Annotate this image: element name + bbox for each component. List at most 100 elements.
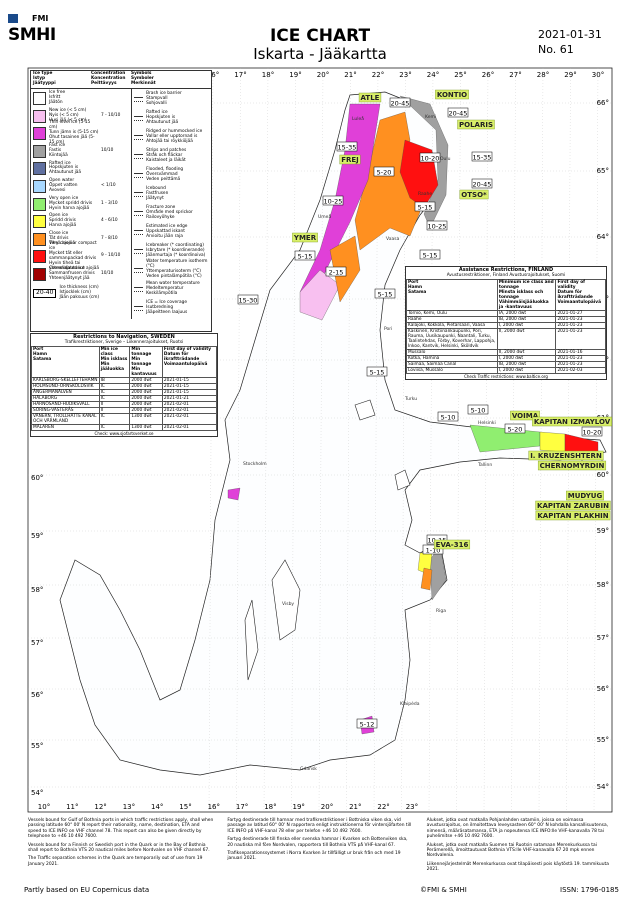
table-cell: 1300 dwt [129, 413, 163, 425]
table-header: Port Hamn Satama Min ice class Min isklass Mi… [31, 346, 218, 378]
legend-symbol-names: Icebreaker (* coordinating) Isbrytare (* … [146, 243, 205, 259]
lon-label: 12° [94, 803, 106, 811]
date: 2021-01-31 [538, 28, 602, 41]
lon-label: 15° [179, 803, 191, 811]
legend-text: Sammanfrusen drivis [49, 271, 95, 276]
table-row: MÄLAREN IC 1300 dwt 2021-02-01 [31, 424, 218, 431]
ice-area [420, 567, 433, 591]
note-paragraph: Fartyg destinerade till finska eller sve… [227, 837, 408, 848]
legend-symbol-icon [134, 286, 144, 292]
legend-text: Strips and patches [146, 147, 187, 153]
notes: Vessels bound for Gulf of Bothnia ports … [28, 818, 612, 876]
legend-swatch [33, 250, 46, 264]
lat-label: 59° [597, 527, 609, 535]
legend-ice-row: Thin level ice (5-15 cm) Tunn jämn is (5-… [33, 121, 129, 145]
lon-label: 29° [564, 71, 576, 79]
legend-text: Ice thickness (cm) [59, 285, 99, 291]
legend-text: Tät drivis [49, 235, 69, 241]
icebreaker: I. KRUZENSHTERN [530, 452, 602, 460]
lon-label: 27° [509, 71, 521, 79]
note-paragraph: Vessels bound for Gulf of Bothnia ports … [28, 818, 214, 840]
lat-label: 54° [31, 789, 43, 797]
legend-text: Thin level ice (5-15 cm) [49, 120, 91, 131]
legend-symbol-names: Icebound Fastfrusen Jäätynyt [146, 186, 168, 202]
legend-text: Fracture zone [146, 204, 176, 210]
legend-text: Min tonnage [131, 357, 152, 367]
icebreaker-box [532, 416, 612, 427]
icebreaker: KONTIO [437, 91, 467, 99]
legend-text: First day of validity [163, 347, 212, 352]
note-paragraph: Alukset, jotka ovat matkalla Pohjanlahde… [426, 818, 609, 840]
legend-text: Uppskattad iskant [146, 228, 185, 234]
legend-symbol-row: Strips and patches Stråk och fläckar Kaist… [134, 147, 209, 166]
lon-label: 25° [454, 71, 466, 79]
lat-label: 60° [31, 474, 43, 482]
legend-text: Estimated ice edge [146, 223, 188, 229]
table-cell: 2021-01-23 [555, 328, 606, 350]
meridian [456, 67, 461, 813]
table-row: Saimaa, Saimaa Canal IB, 2000 dwt 2021-01-… [406, 361, 606, 368]
meridian [401, 67, 406, 813]
legend-text: Yttemperaturisoterm (°C) [146, 269, 201, 275]
legend-symbol-row: Flooded, flooding Översvämmad Veden peittä… [134, 166, 209, 185]
legend-header-col: Ice type Istyp Jäätyyppi [33, 71, 91, 87]
table-cell: Kalajoki, Kokkola, Pietarsaari, Vaasa [406, 322, 498, 329]
legend-text: Very open ice [49, 195, 79, 201]
lon-label: 19° [289, 71, 301, 79]
legend-symbol-row: Mean water temperature Medeltemperatur Kes… [134, 280, 209, 299]
ice-thickness-box [366, 366, 388, 377]
legend-text: Nyis (< 5 cm) [49, 112, 79, 118]
legend-text: Rafted ice [146, 109, 168, 115]
legend-text: Port [408, 280, 419, 285]
legend-text: Minsta isklass och tonnage [498, 290, 544, 300]
legend-text: Ice type [33, 71, 53, 76]
table-cell: II, 2000 dwt [496, 328, 557, 350]
legend-thickness: 20-40 Ice thickness (cm) Istjocklek (cm) Jä… [33, 285, 129, 301]
lat-label: 64° [597, 233, 609, 241]
lat-label: 55° [597, 736, 609, 744]
legend-text: Koncentration [91, 75, 126, 81]
lon-label: 20° [317, 71, 329, 79]
lon-label: 21° [344, 71, 356, 79]
lat-label: 56° [597, 685, 609, 693]
legend-swatch [33, 92, 46, 106]
legend-text: Datum för ikraftträdande [557, 290, 593, 300]
ice-thickness-box [373, 166, 395, 177]
table-header-cell: Min ice class Min isklass Min jääluokka [98, 346, 131, 378]
table-row: Loviisa, Mussalo I, 2000 dwt 2021-02-03 [406, 367, 606, 374]
icebreaker: CHERNOMYRDIN [540, 462, 605, 470]
table-header: Port Hamn Satama Minimum ice class and tonn… [406, 279, 606, 311]
legend-text: Öppet vatten [49, 183, 78, 189]
legend-ice-row: New ice (< 5 cm) Nyis (< 5 cm) Uusi jää (<… [33, 107, 129, 125]
legend-symbol-icon [134, 134, 144, 140]
legend-symbol-row: Water temperature isotherm (°C) Yttempera… [134, 260, 209, 280]
icebreaker: FREJ [341, 156, 359, 164]
place-name: Visby [282, 601, 294, 607]
legend-concentration: < 1/10 [101, 183, 116, 189]
ice-thickness-box [426, 220, 448, 231]
lon-label: 22° [372, 71, 384, 79]
ice-thickness-box [437, 411, 459, 422]
legend-text: Flooded, flooding [146, 166, 184, 172]
legend-text: Hyvin harva ajojää [49, 205, 90, 211]
legend-ice-names: Very open ice Mycket spridd drivis Hyvin h… [49, 195, 99, 212]
table-cell: I, 2000 dwt [496, 367, 557, 374]
legend-text: Isbrytare (* koordinerande) [146, 247, 205, 253]
place-name: Raahe [418, 191, 432, 197]
legend-ice: Ice free Isfritt Jäätön New ice (< 5 cm) Nyi… [31, 89, 131, 319]
legend-swatch [33, 215, 46, 229]
table-header-cell: Minimum ice class and tonnage Minsta iskl… [496, 279, 557, 311]
legend-text: New ice (< 5 cm) [49, 107, 87, 113]
lon-label: 28° [537, 71, 549, 79]
legend-symbol-row: Icebound Fastfrusen Jäätynyt [134, 185, 209, 204]
legend-text: Hamn [33, 352, 48, 357]
place-name: Stockholm [243, 461, 267, 467]
ice-thickness-box [471, 178, 493, 189]
ice-area [354, 111, 421, 251]
legend-text: Hyvin tiheä tai yhteenajautunut ajojää [49, 260, 99, 271]
legend-symbol-names: Rafted ice Hopskjuten is Ahtautunut jää [146, 109, 178, 126]
note-paragraph: Vessels bound for a Finnish or Swedish p… [28, 842, 210, 854]
legend-text: Istjocklek (cm) [59, 290, 91, 296]
lon-label: 19° [292, 803, 304, 811]
ice-thickness: 10-25 [324, 198, 343, 206]
